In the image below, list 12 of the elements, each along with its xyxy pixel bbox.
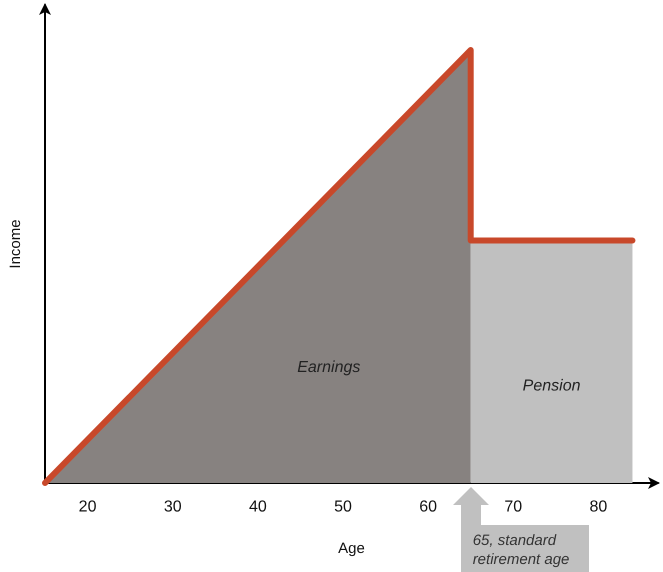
x-tick-label: 40 [248,498,267,516]
x-tick-label: 20 [78,498,97,516]
x-tick-label: 70 [504,498,522,516]
y-axis-title: Income [7,219,24,269]
x-tick-label: 60 [419,498,438,516]
x-tick-label: 80 [590,498,608,516]
x-axis-title: Age [338,540,365,557]
text: 65, standard retirement age [472,531,570,569]
series-label: Earnings [297,359,360,376]
x-tick-label: 50 [334,498,352,516]
x-tick-label: 30 [164,498,182,516]
series-label: Pension [522,378,581,395]
